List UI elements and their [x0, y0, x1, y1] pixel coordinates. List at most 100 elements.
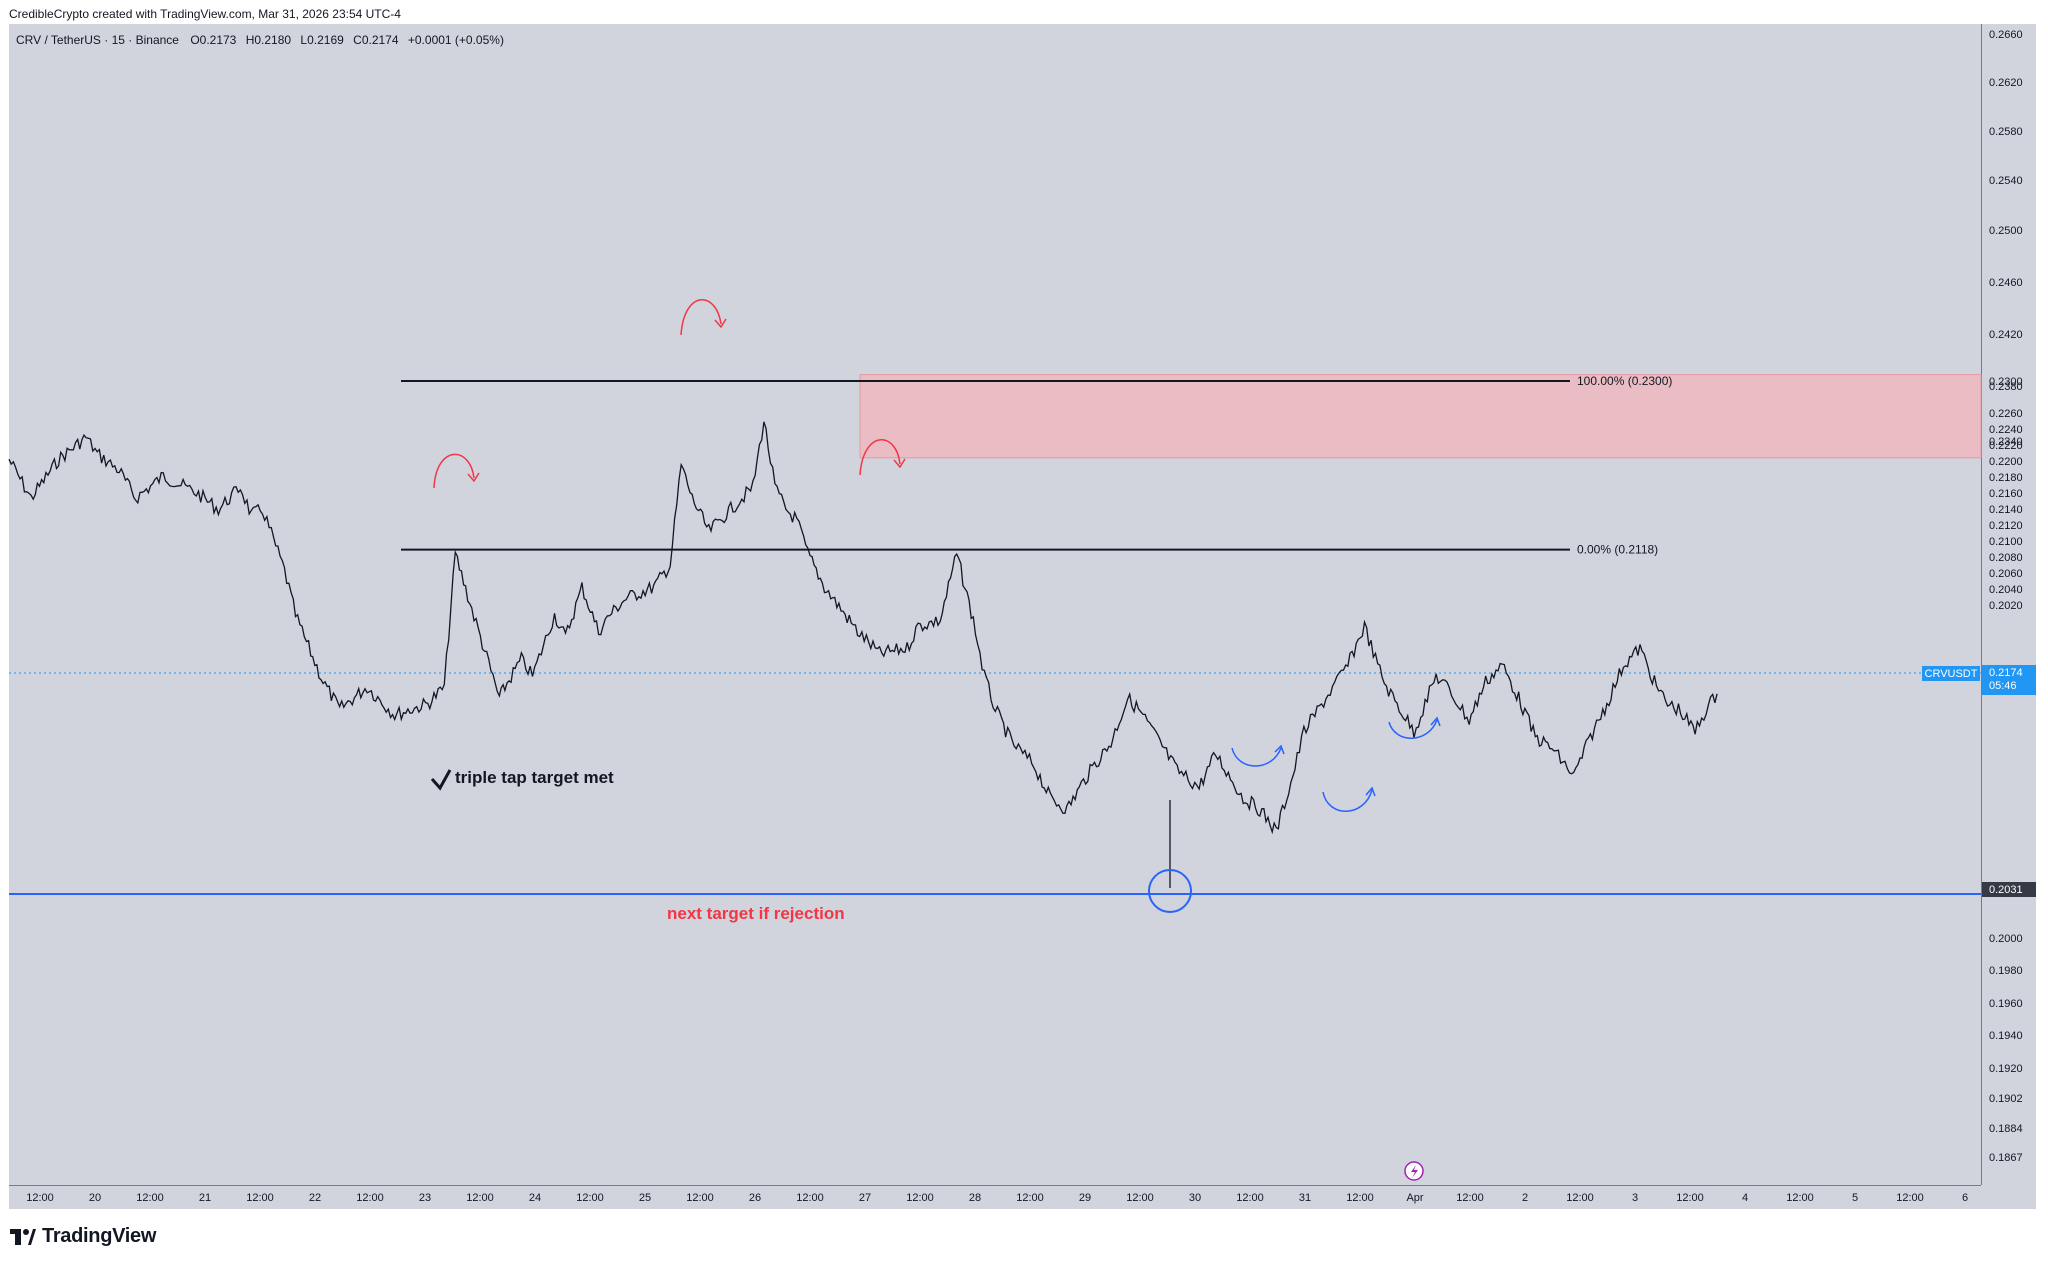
red-arc-arrow-1: [433, 453, 480, 489]
time-tick-label: 12:00: [1786, 1192, 1814, 1204]
price-tick-label: 0.2240: [1989, 424, 2023, 436]
time-tick-label: 12:00: [686, 1192, 714, 1204]
time-axis[interactable]: [9, 1185, 2036, 1209]
symbol-tag-label: CRVUSDT: [1925, 668, 1978, 680]
price-tick-label: 0.2460: [1989, 277, 2023, 289]
time-tick-label: 28: [969, 1192, 981, 1204]
time-tick-label: 12:00: [1346, 1192, 1374, 1204]
next-target-annotation: next target if rejection: [667, 904, 845, 923]
event-marker[interactable]: [1404, 1161, 1424, 1181]
price-tick-label: 0.2220: [1989, 440, 2023, 452]
lightning-icon: [1411, 1165, 1418, 1178]
price-tick-label: 0.2380: [1989, 381, 2023, 393]
time-tick-label: 12:00: [906, 1192, 934, 1204]
fib-0-label: 0.00% (0.2118): [1577, 543, 1658, 557]
tradingview-wordmark: TradingView: [42, 1225, 157, 1247]
time-tick-label: 12:00: [1236, 1192, 1264, 1204]
price-tick-label: 0.2200: [1989, 456, 2023, 468]
time-tick-label: 20: [89, 1192, 101, 1204]
time-tick-label: 12:00: [466, 1192, 494, 1204]
price-tick-label: 0.1884: [1989, 1123, 2023, 1135]
price-tick-label: 0.1902: [1989, 1093, 2023, 1105]
time-tick-label: 12:00: [246, 1192, 274, 1204]
blue-line-price-tag[interactable]: 0.2031: [1982, 882, 2036, 897]
resistance-zone[interactable]: [859, 374, 1982, 459]
symbol-price-tag[interactable]: CRVUSDT: [1922, 666, 1980, 681]
plot-background[interactable]: [9, 24, 1981, 1185]
time-tick-label: 24: [529, 1192, 541, 1204]
time-tick-label: 12:00: [1016, 1192, 1044, 1204]
legend-open-value: 0.2173: [200, 33, 237, 47]
price-tick-label: 0.2040: [1989, 584, 2023, 596]
legend-low-label: L: [300, 33, 307, 47]
blue-bounce-arrow-1: [1231, 744, 1285, 767]
check-icon: [430, 769, 452, 791]
price-tick-label: 0.2580: [1989, 126, 2023, 138]
price-tick-label: 0.2060: [1989, 568, 2023, 580]
price-line: [8, 421, 1718, 835]
price-axis[interactable]: [1981, 24, 2036, 1185]
price-tick-label: 0.2000: [1989, 933, 2023, 945]
time-tick-label: 22: [309, 1192, 321, 1204]
price-tick-label: 0.1940: [1989, 1030, 2023, 1042]
time-tick-label: 31: [1299, 1192, 1311, 1204]
price-tick-label: 0.2260: [1989, 408, 2023, 420]
time-tick-label: 25: [639, 1192, 651, 1204]
price-tick-label: 0.2020: [1989, 600, 2023, 612]
blue-bounce-arrow-3: [1388, 716, 1441, 739]
legend-low-value: 0.2169: [307, 33, 344, 47]
price-tick-label: 0.2080: [1989, 552, 2023, 564]
time-tick-label: 21: [199, 1192, 211, 1204]
price-tick-label: 0.2140: [1989, 504, 2023, 516]
time-tick-label: 12:00: [1566, 1192, 1594, 1204]
time-tick-label: 12:00: [576, 1192, 604, 1204]
time-tick-label: 12:00: [356, 1192, 384, 1204]
price-tick-label: 0.2420: [1989, 329, 2023, 341]
time-tick-label: 30: [1189, 1192, 1201, 1204]
price-tick-label: 0.2620: [1989, 77, 2023, 89]
price-tick-label: 0.2300: [1989, 376, 2023, 388]
price-tick-label: 0.2340: [1989, 436, 2023, 448]
time-tick-label: 3: [1632, 1192, 1638, 1204]
legend-line: CRV / TetherUS · 15 · Binance O0.2173 H0…: [16, 33, 504, 47]
last-price-tag[interactable]: 0.2174 05:46: [1982, 665, 2036, 695]
wick-low-circle: [1148, 869, 1192, 913]
chart-attribution: CredibleCrypto created with TradingView.…: [9, 7, 401, 21]
legend-high-value: 0.2180: [254, 33, 291, 47]
bar-countdown: 05:46: [1989, 680, 2017, 692]
time-tick-label: 23: [419, 1192, 431, 1204]
blue-line-price-value: 0.2031: [1989, 884, 2023, 896]
time-tick-label: Apr: [1406, 1192, 1423, 1204]
legend-symbol: CRV / TetherUS · 15 · Binance: [16, 33, 179, 47]
price-series: [8, 421, 1718, 888]
tradingview-logo[interactable]: TradingView: [10, 1225, 156, 1248]
time-tick-label: 2: [1522, 1192, 1528, 1204]
price-tick-label: 0.1920: [1989, 1063, 2023, 1075]
legend-close-label: C: [353, 33, 362, 47]
triple-tap-annotation: triple tap target met: [455, 768, 614, 787]
price-tick-label: 0.1867: [1989, 1152, 2023, 1164]
price-tick-label: 0.2180: [1989, 472, 2023, 484]
time-tick-label: 6: [1962, 1192, 1968, 1204]
time-tick-label: 26: [749, 1192, 761, 1204]
legend-high-label: H: [246, 33, 255, 47]
price-axis-ticks: 0.2660 0.2620 0.2580 0.2540 0.2500 0.2460 0.24…: [1989, 29, 2023, 1164]
price-tick-label: 0.2120: [1989, 520, 2023, 532]
price-tick-label: 0.2660: [1989, 29, 2023, 41]
red-arc-arrow-3: [859, 439, 906, 476]
price-tick-label: 0.2100: [1989, 536, 2023, 548]
price-tick-label: 0.2540: [1989, 175, 2023, 187]
legend-open-label: O: [190, 33, 199, 47]
time-tick-label: 12:00: [136, 1192, 164, 1204]
fib-100-label: 100.00% (0.2300): [1577, 374, 1672, 388]
time-axis-ticks: 12:00 20 12:00 21 12:00 22 12:00 23 12:00 24 12:00…: [26, 1192, 1968, 1204]
time-tick-label: 12:00: [1126, 1192, 1154, 1204]
time-tick-label: 4: [1742, 1192, 1748, 1204]
time-tick-label: 12:00: [796, 1192, 824, 1204]
price-tick-label: 0.2160: [1989, 488, 2023, 500]
price-tick-label: 0.1960: [1989, 998, 2023, 1010]
price-tick-label: 0.1980: [1989, 965, 2023, 977]
time-tick-label: 12:00: [1456, 1192, 1484, 1204]
time-tick-label: 12:00: [26, 1192, 54, 1204]
